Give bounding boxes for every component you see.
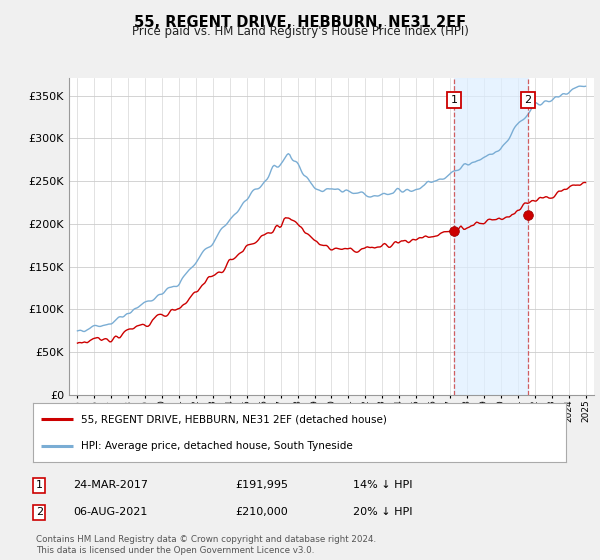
Text: £210,000: £210,000 bbox=[235, 507, 288, 517]
Text: 55, REGENT DRIVE, HEBBURN, NE31 2EF (detached house): 55, REGENT DRIVE, HEBBURN, NE31 2EF (det… bbox=[81, 414, 387, 424]
Text: 55, REGENT DRIVE, HEBBURN, NE31 2EF: 55, REGENT DRIVE, HEBBURN, NE31 2EF bbox=[134, 15, 466, 30]
Text: 20% ↓ HPI: 20% ↓ HPI bbox=[353, 507, 412, 517]
Text: 2: 2 bbox=[524, 95, 532, 105]
Text: Contains HM Land Registry data © Crown copyright and database right 2024.
This d: Contains HM Land Registry data © Crown c… bbox=[35, 535, 376, 556]
Text: HPI: Average price, detached house, South Tyneside: HPI: Average price, detached house, Sout… bbox=[81, 441, 353, 451]
Text: £191,995: £191,995 bbox=[235, 480, 289, 490]
Text: 24-MAR-2017: 24-MAR-2017 bbox=[73, 480, 148, 490]
Text: 1: 1 bbox=[451, 95, 457, 105]
Text: 1: 1 bbox=[36, 480, 43, 490]
Bar bbox=[454, 78, 528, 395]
Text: 2: 2 bbox=[36, 507, 43, 517]
Text: 14% ↓ HPI: 14% ↓ HPI bbox=[353, 480, 412, 490]
Text: Price paid vs. HM Land Registry's House Price Index (HPI): Price paid vs. HM Land Registry's House … bbox=[131, 25, 469, 38]
Text: 06-AUG-2021: 06-AUG-2021 bbox=[73, 507, 148, 517]
